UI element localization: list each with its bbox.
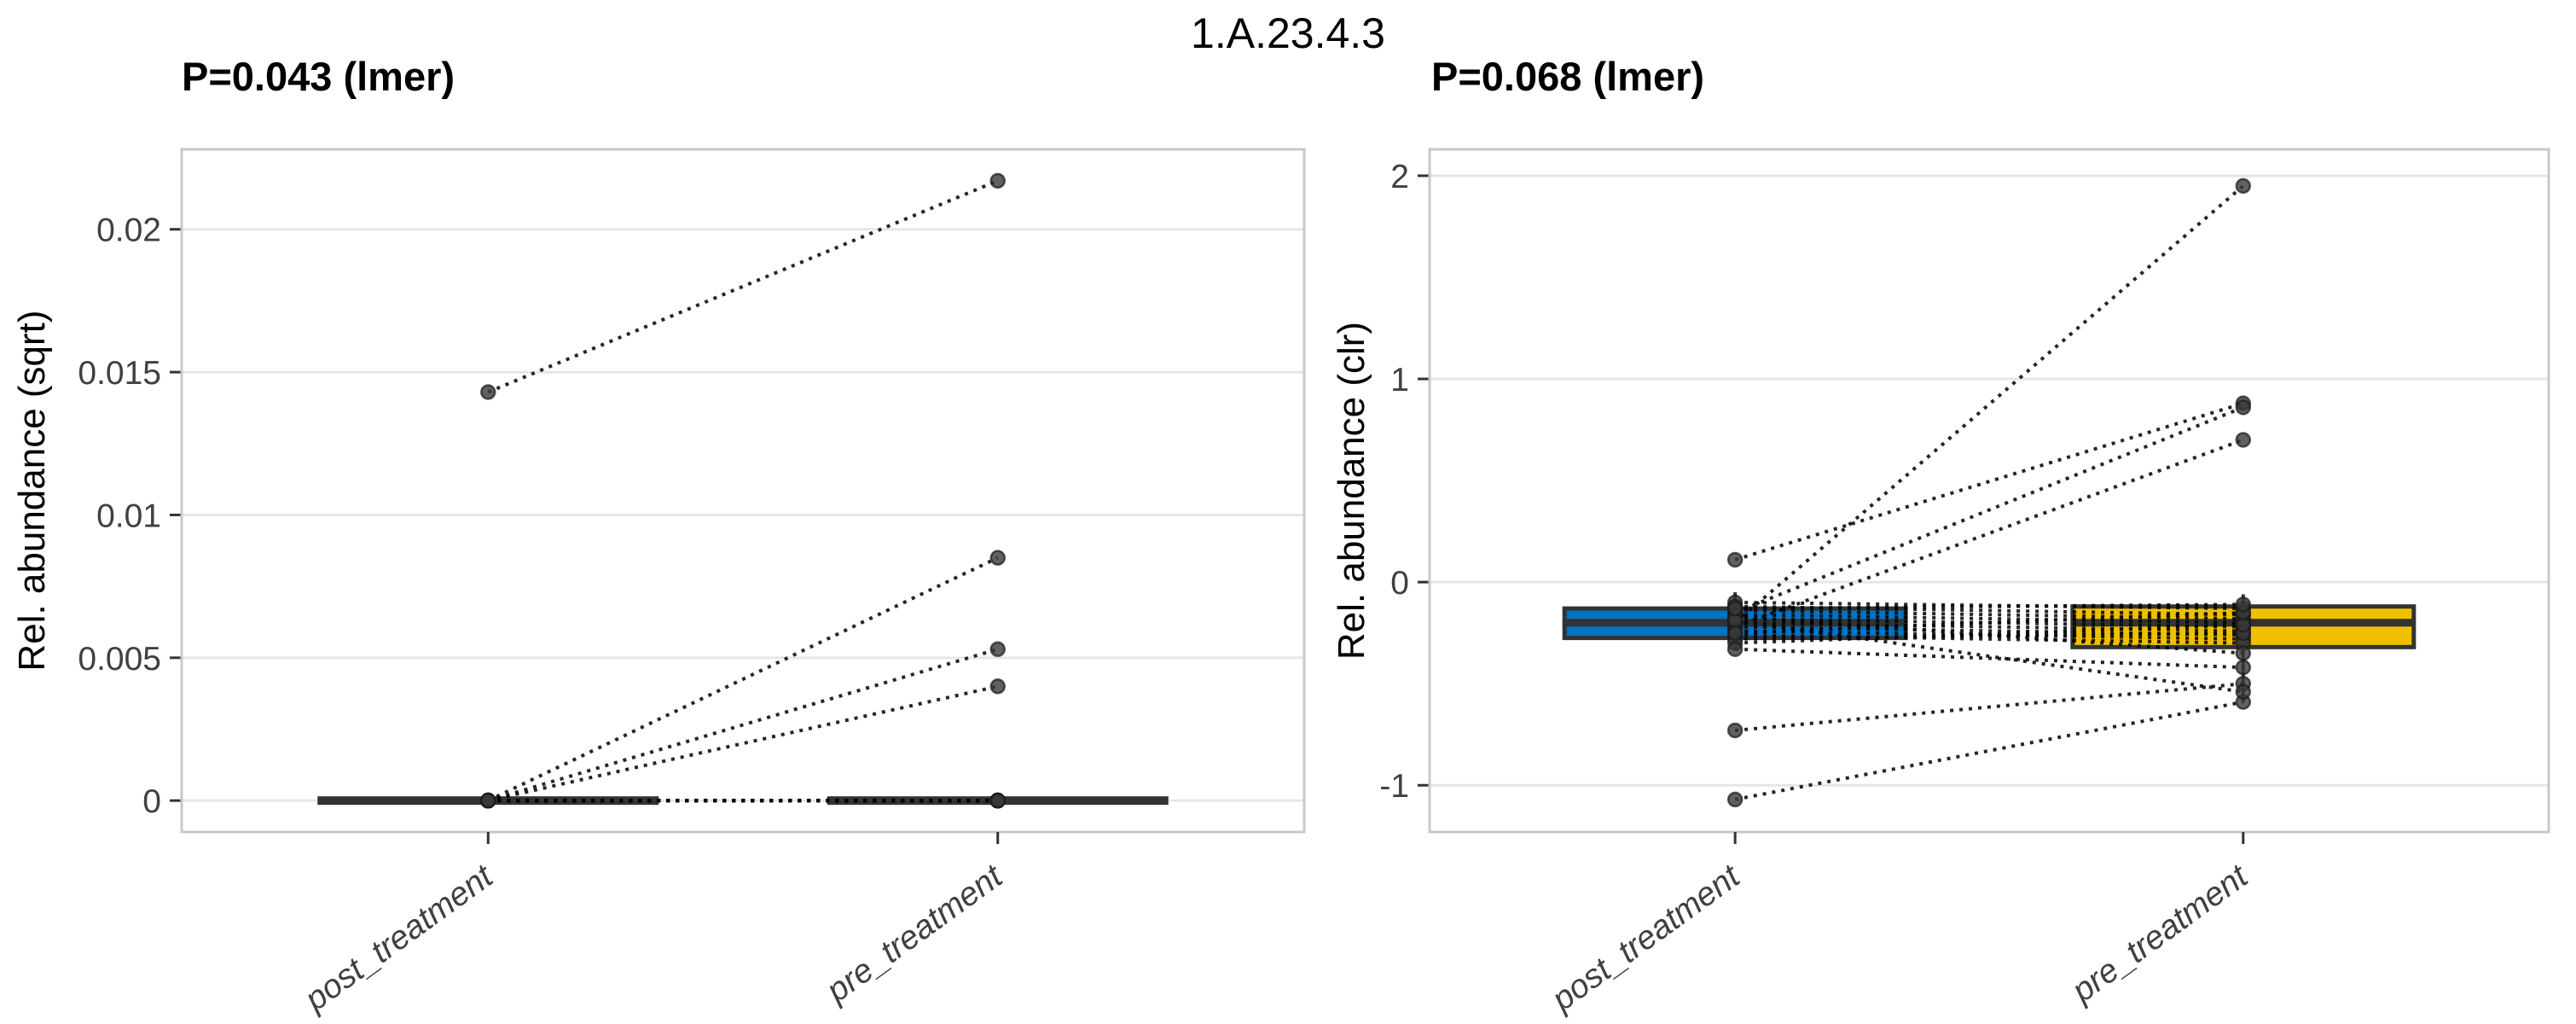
data-point	[989, 678, 1006, 695]
y-tick-label: 0.015	[78, 355, 161, 392]
pair-line	[487, 647, 999, 803]
data-point	[2235, 645, 2252, 661]
data-point	[1726, 551, 1743, 568]
pair-line	[1735, 602, 2243, 611]
y-axis-title-left: Rel. abundance (sqrt)	[11, 310, 53, 672]
data-point	[2235, 432, 2252, 448]
y-tick-label: 0	[142, 783, 161, 820]
data-point	[1726, 722, 1743, 739]
pair-line	[1734, 700, 2244, 801]
pair-line	[487, 178, 999, 394]
data-point	[2235, 596, 2252, 613]
x-tick-label: post_treatment	[1545, 857, 1748, 1019]
y-tick-label: 2	[1390, 159, 1409, 195]
data-point	[989, 641, 1006, 658]
y-axis-ticks: 0 0.005 0.01 0.015 0.02	[78, 212, 182, 820]
pair-line	[1735, 610, 2243, 635]
x-tick-label: pre_treatment	[819, 857, 1010, 1009]
x-tick-label: pre_treatment	[2065, 857, 2256, 1009]
boxplots	[1562, 592, 2416, 702]
facet-title-left: P=0.043 (lmer)	[182, 54, 455, 99]
pair-line	[487, 556, 999, 802]
pair-line	[1735, 647, 2243, 670]
panel-border	[180, 148, 1306, 834]
y-tick-label: 0.02	[96, 212, 161, 249]
pair-line	[1733, 184, 2245, 625]
data-point	[1726, 641, 1743, 657]
pair-lines	[487, 178, 999, 803]
data-point	[2235, 399, 2252, 416]
data-point	[989, 792, 1006, 809]
y-axis-title-right: Rel. abundance (clr)	[1331, 321, 1372, 660]
data-point	[1726, 625, 1743, 641]
data-point	[2235, 684, 2252, 700]
data-point	[989, 172, 1006, 189]
panel-right-plot: -1 0 1 2 post_treatment pre_treatment	[1379, 148, 2550, 1019]
panel-left-plot: 0 0.005 0.01 0.015 0.02 post_treatment pre_tre…	[78, 148, 1306, 1019]
pair-line	[1734, 401, 2244, 561]
y-axis-ticks: -1 0 1 2	[1379, 159, 1430, 805]
data-point	[1726, 600, 1743, 617]
data-point	[2235, 659, 2252, 676]
x-axis-ticks: post_treatment pre_treatment	[298, 832, 1011, 1019]
x-axis-ticks: post_treatment pre_treatment	[1545, 832, 2256, 1019]
pair-line	[487, 684, 999, 803]
data-point	[1726, 791, 1743, 808]
data-point	[480, 792, 496, 809]
page-title: 1.A.23.4.3	[1191, 9, 1385, 57]
pair-line	[1734, 438, 2244, 629]
y-tick-label: 0	[1390, 565, 1409, 602]
panel-border	[1428, 148, 2550, 834]
pair-line	[1735, 613, 2243, 625]
data-points	[1726, 177, 2252, 808]
pair-line	[1734, 619, 2244, 694]
pair-lines	[1733, 184, 2245, 801]
data-point	[989, 550, 1006, 566]
facet-title-right: P=0.068 (lmer)	[1431, 54, 1705, 99]
y-tick-label: 0.01	[96, 497, 161, 534]
x-tick-label: post_treatment	[298, 857, 501, 1019]
data-points	[480, 172, 1006, 809]
pair-line	[1735, 614, 2243, 655]
data-point	[480, 384, 496, 400]
pair-line	[1734, 682, 2244, 732]
y-tick-label: -1	[1379, 768, 1409, 805]
gridlines	[182, 228, 1304, 802]
gridlines	[1430, 174, 2549, 787]
data-point	[2235, 177, 2252, 195]
y-tick-label: 1	[1390, 362, 1409, 399]
pair-line	[1734, 405, 2244, 614]
y-tick-label: 0.005	[78, 641, 161, 678]
